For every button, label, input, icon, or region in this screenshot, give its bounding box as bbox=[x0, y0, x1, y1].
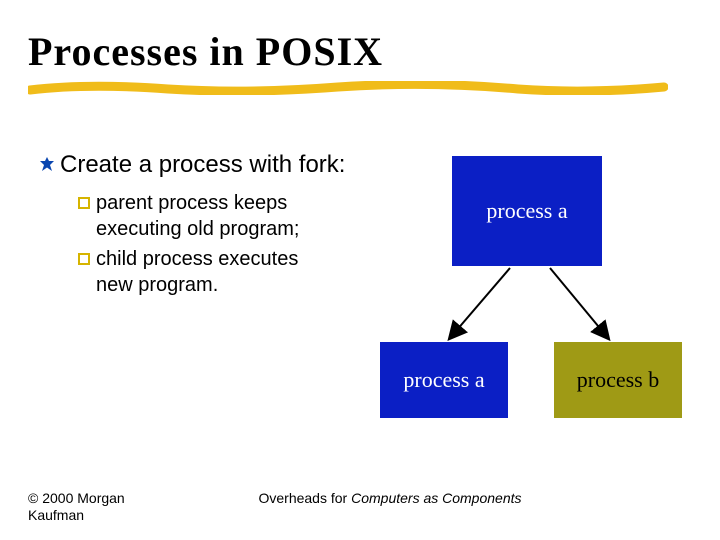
copyright-line: Kaufman bbox=[28, 507, 84, 523]
footer: © 2000 Morgan Kaufman Overheads for Comp… bbox=[28, 490, 692, 524]
slide-title: Processes in POSIX bbox=[28, 28, 720, 75]
node-label: process a bbox=[486, 198, 567, 224]
fork-diagram: process a process a process b bbox=[380, 150, 700, 450]
process-node-child-a: process a bbox=[380, 342, 508, 418]
main-bullet-text: Create a process with fork: bbox=[60, 150, 345, 180]
sub-bullet-text: child process executes new program. bbox=[96, 246, 360, 298]
sub-bullet-text: parent process keeps executing old progr… bbox=[96, 190, 360, 242]
process-node-parent: process a bbox=[452, 156, 602, 266]
ornament-icon bbox=[40, 157, 56, 176]
sub-bullet: parent process keeps executing old progr… bbox=[78, 190, 360, 242]
book-title: Overheads for Computers as Components bbox=[208, 490, 572, 524]
footer-italic: Computers as Components bbox=[351, 490, 521, 506]
title-underline bbox=[28, 81, 668, 95]
copyright: © 2000 Morgan Kaufman bbox=[28, 490, 208, 524]
square-icon bbox=[78, 252, 92, 270]
main-bullet: Create a process with fork: bbox=[40, 150, 360, 180]
node-label: process b bbox=[577, 367, 659, 393]
sub-bullet: child process executes new program. bbox=[78, 246, 360, 298]
node-label: process a bbox=[403, 367, 484, 393]
copyright-line: © 2000 Morgan bbox=[28, 490, 125, 506]
content-area: Create a process with fork: parent proce… bbox=[40, 150, 360, 302]
square-icon bbox=[78, 196, 92, 214]
footer-prefix: Overheads for bbox=[258, 490, 351, 506]
process-node-child-b: process b bbox=[554, 342, 682, 418]
